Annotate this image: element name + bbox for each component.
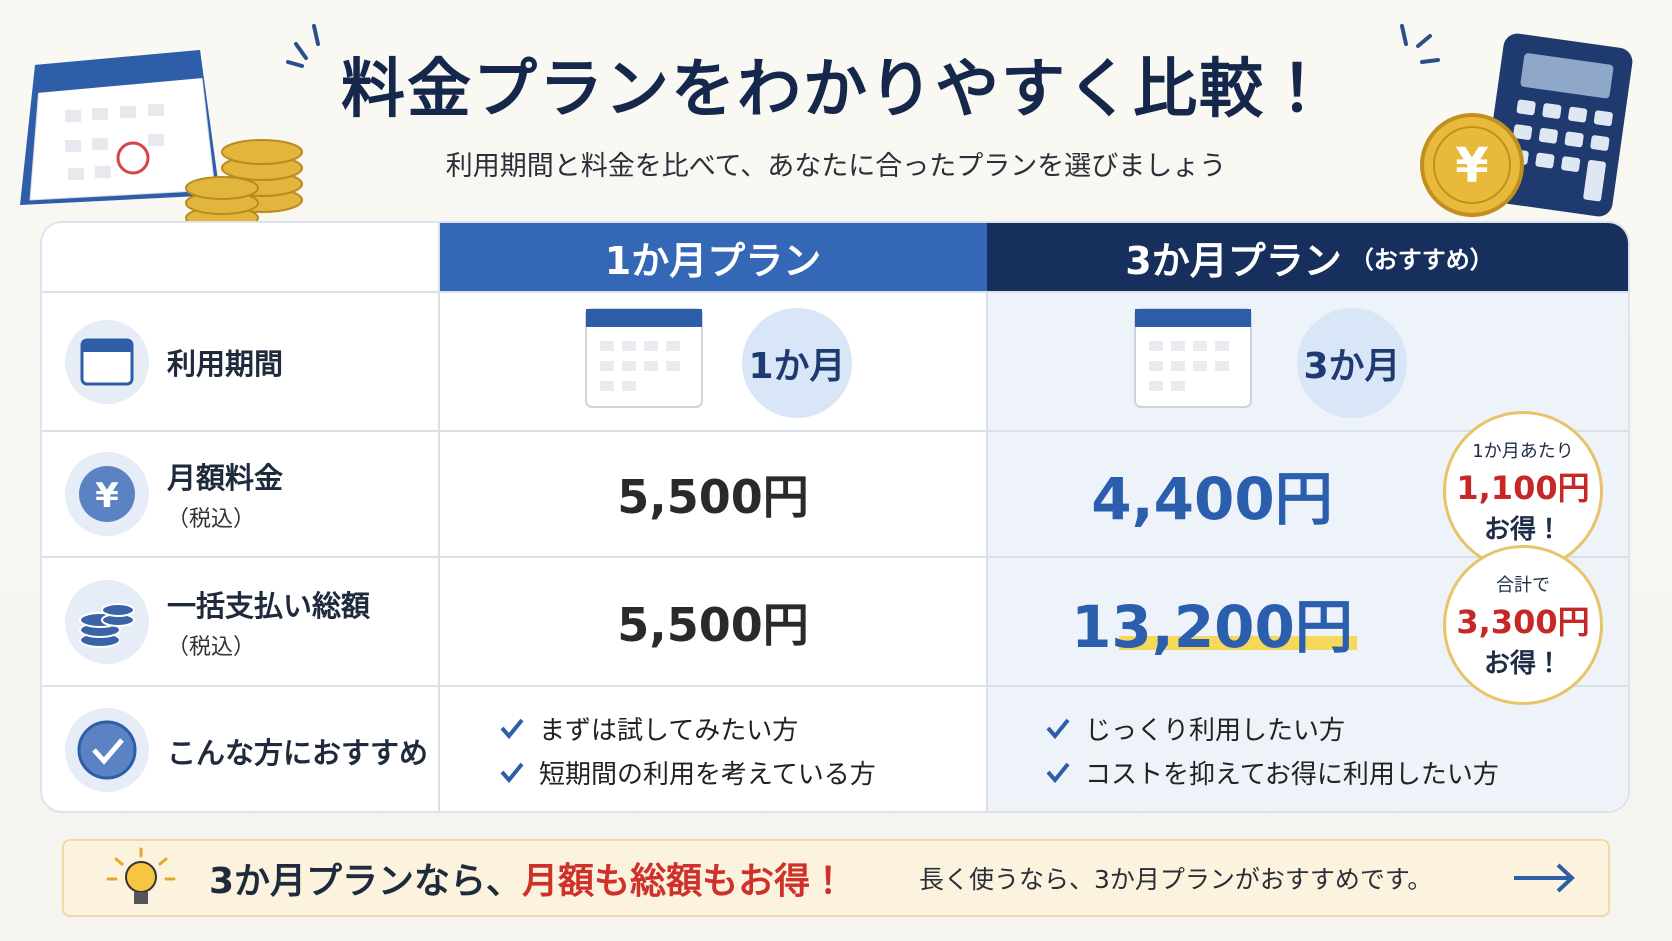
comparison-table: 1か月プラン 3か月プラン （おすすめ） ¥ 利用期間 月額料金 （税込） 一括支… (40, 221, 1630, 813)
price: 5,500円 (617, 470, 809, 524)
footer-highlight: 月額も総額もお得！ (522, 861, 847, 902)
recommended-tag: （おすすめ） (1349, 246, 1494, 274)
callout-amount: 3,300円 (1456, 602, 1590, 641)
recommend-item: まずは試してみたい方 (499, 706, 876, 750)
calendar-icon (1134, 308, 1252, 408)
footer-message: 3か月プランなら、 月額も総額もお得！ (209, 841, 846, 915)
calendar-illustration (20, 50, 220, 205)
column-header-bg (439, 223, 987, 292)
check-mark (1046, 762, 1070, 784)
recommend-text: コストを抑えてお得に利用したい方 (1085, 759, 1499, 790)
recommend-text: まずは試してみたい方 (539, 715, 799, 746)
footer-lead: 3か月プランなら、 (209, 861, 523, 902)
row-label-text: こんな方におすすめ (167, 735, 429, 770)
check-icon (65, 708, 149, 792)
period-icon (65, 320, 149, 404)
sparkles (286, 24, 1440, 68)
recommend-text: 短期間の利用を考えている方 (539, 759, 876, 790)
coins-illustration (185, 139, 303, 230)
arrow-icon (1514, 863, 1575, 893)
column-header-bg (987, 223, 1628, 292)
period-badge: 3か月 (1297, 308, 1407, 418)
recommend-item: じっくり利用したい方 (1045, 706, 1499, 750)
recommend-item: コストを抑えてお得に利用したい方 (1045, 750, 1499, 794)
recommend-list: じっくり利用したい方 コストを抑えてお得に利用したい方 (1045, 706, 1499, 794)
column-header: 3か月プラン （おすすめ） (987, 223, 1628, 292)
calendar-icon (585, 308, 703, 408)
row-label-text: 月額料金 (167, 461, 284, 495)
row-note: （税込） (167, 634, 256, 660)
footer-note: 長く使うなら、3か月プランがおすすめです。 (919, 865, 1433, 894)
table-grid (42, 223, 1628, 811)
row-label-text: 利用期間 (167, 346, 284, 381)
row-label-text: 一括支払い総額 (167, 588, 371, 623)
price-highlight: 4,400円 (1091, 465, 1333, 533)
check-mark (1046, 718, 1070, 740)
check-mark (500, 718, 524, 740)
callout-amount: 1,100円 (1456, 468, 1590, 507)
calculator-illustration: ¥ (1420, 33, 1633, 217)
footer-banner: 3か月プランなら、 月額も総額もお得！ 長く使うなら、3か月プランがおすすめです。 (62, 839, 1610, 917)
title: 料金プランをわかりやすく比較！ (341, 53, 1331, 127)
callout-text: お得！ (1483, 514, 1562, 545)
row-label: 利用期間 (167, 292, 283, 431)
savings-callout: 合計で 3,300円 お得！ (1443, 545, 1603, 705)
price-highlight: 13,200円 (1071, 592, 1353, 661)
row-label: 月額料金 （税込） (167, 431, 283, 557)
svg-text:¥: ¥ (1455, 138, 1488, 194)
recommend-item: 短期間の利用を考えている方 (499, 750, 876, 794)
recommend-list: まずは試してみたい方 短期間の利用を考えている方 (499, 706, 876, 794)
coins-icon (65, 580, 149, 664)
subtitle: 利用期間と料金を比べて、あなたに合ったプランを選びましょう (445, 151, 1227, 182)
callout-caption: 合計で (1496, 574, 1550, 596)
yen-icon: ¥ (65, 452, 149, 536)
row-icons: ¥ (65, 320, 149, 792)
check-mark (500, 762, 524, 784)
underline-marker (1119, 636, 1357, 650)
period-badge: 1か月 (742, 308, 852, 418)
svg-text:¥: ¥ (95, 476, 119, 516)
recommend-text: じっくり利用したい方 (1085, 715, 1346, 746)
price: 5,500円 (617, 597, 809, 652)
row-label: 一括支払い総額 （税込） (167, 557, 370, 686)
row-label: こんな方におすすめ (167, 686, 429, 811)
callout-caption: 1か月あたり (1472, 440, 1574, 462)
row-note: （税込） (167, 507, 256, 532)
column-header-text: 3か月プラン (1125, 239, 1342, 283)
column-header: 1か月プラン (604, 239, 822, 283)
bulb-icon (106, 847, 176, 904)
callout-text: お得！ (1483, 648, 1562, 679)
